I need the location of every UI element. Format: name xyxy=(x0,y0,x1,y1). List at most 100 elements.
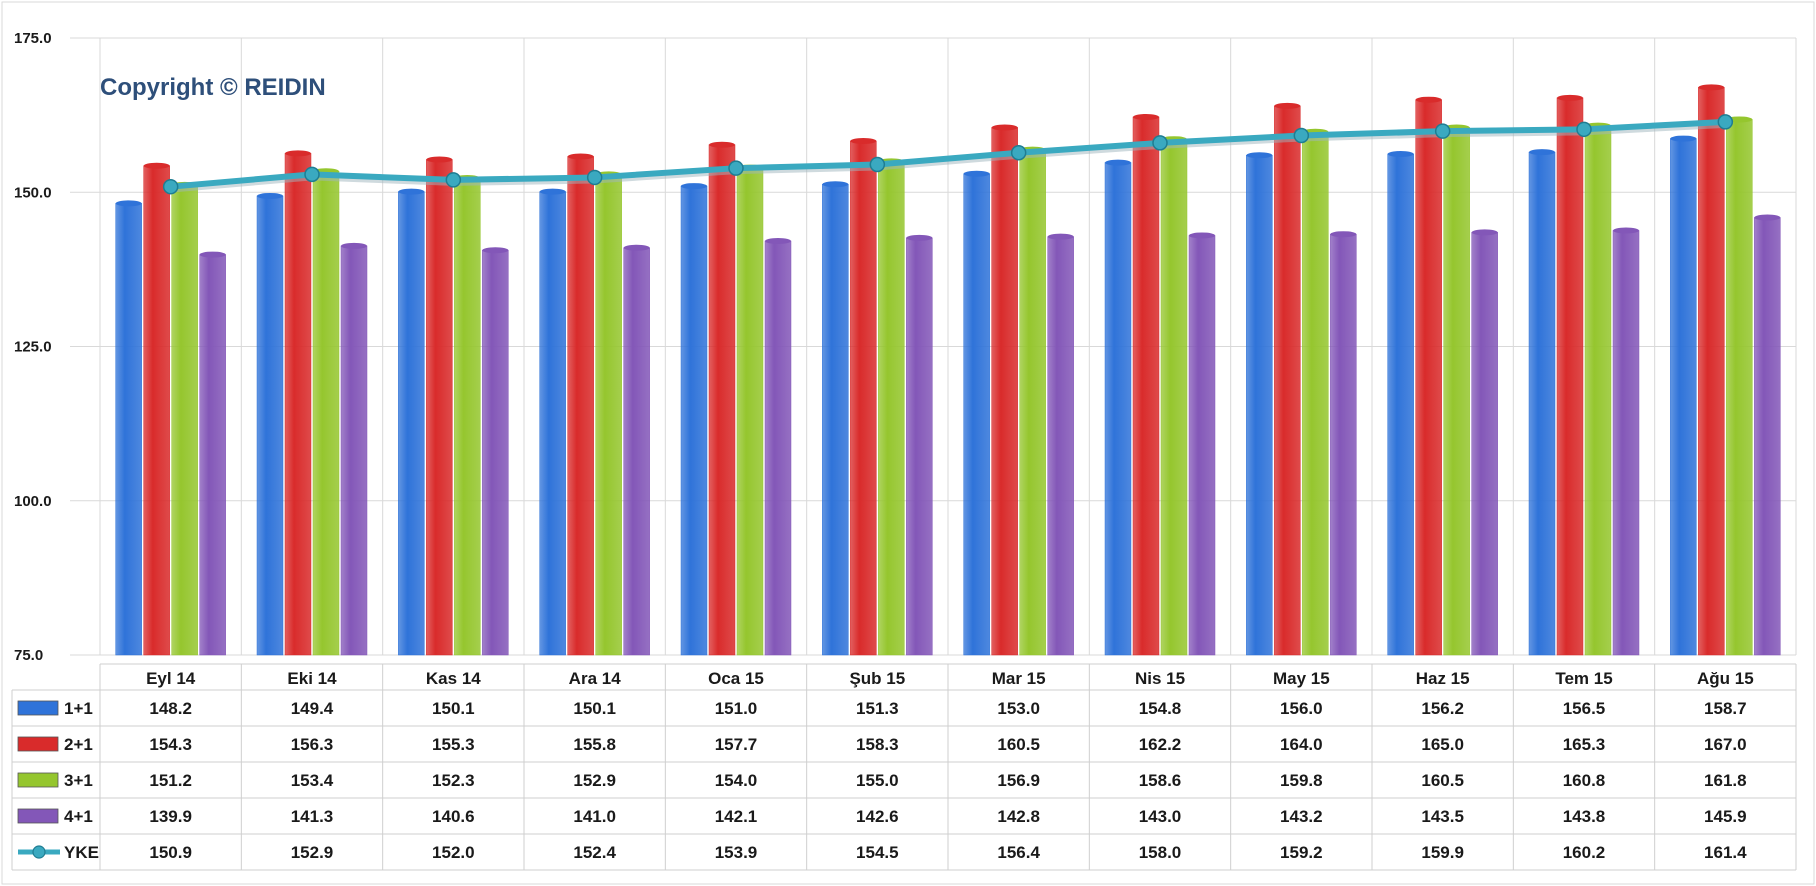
data-label: 165.0 xyxy=(1421,735,1464,754)
data-label: 159.9 xyxy=(1421,843,1464,862)
bar-4+1-Kas 14 xyxy=(482,249,509,656)
x-category-label: May 15 xyxy=(1273,669,1330,688)
bar-top xyxy=(257,192,283,199)
data-label: 141.3 xyxy=(291,807,334,826)
x-category-label: Kas 14 xyxy=(426,669,481,688)
bar-top xyxy=(1274,102,1301,109)
bar-3+1-Kas 14 xyxy=(454,177,481,656)
bar-2+1-Şub 15 xyxy=(850,140,877,656)
bar-top xyxy=(1557,94,1583,101)
legend-key-1+1 xyxy=(17,700,59,716)
bar-top xyxy=(398,188,425,195)
bar-top xyxy=(822,181,849,188)
point-YKE-Şub 15 xyxy=(869,156,886,173)
data-label: 161.4 xyxy=(1704,843,1747,862)
bar-top xyxy=(341,242,367,249)
data-label: 152.9 xyxy=(573,771,616,790)
y-tick-label: 175.0 xyxy=(14,30,52,47)
bar-4+1-Ara 14 xyxy=(623,247,650,656)
point-YKE-Ağu 15 xyxy=(1717,114,1734,130)
point-YKE-Haz 15 xyxy=(1434,123,1451,139)
data-label: 142.1 xyxy=(715,807,758,826)
bar-3+1-Oca 15 xyxy=(736,167,764,656)
data-label: 161.8 xyxy=(1704,771,1747,790)
point-YKE-Kas 14 xyxy=(445,172,462,188)
bar-2+1-Eki 14 xyxy=(284,153,312,656)
y-tick-label: 150.0 xyxy=(14,184,52,201)
legend-label-1+1: 1+1 xyxy=(64,699,93,718)
bar-top xyxy=(115,200,142,207)
bar-top xyxy=(143,162,170,169)
data-label: 151.3 xyxy=(856,699,899,718)
y-tick-label: 100.0 xyxy=(14,493,52,510)
data-label: 156.5 xyxy=(1563,699,1606,718)
data-label: 158.3 xyxy=(856,735,899,754)
x-category-label: Nis 15 xyxy=(1135,669,1185,688)
data-label: 150.1 xyxy=(432,699,475,718)
bar-4+1-Eki 14 xyxy=(340,245,368,656)
data-label: 143.5 xyxy=(1421,807,1464,826)
bar-top xyxy=(1330,231,1357,238)
legend-key-2+1 xyxy=(17,736,59,752)
bar-top xyxy=(482,247,509,254)
bar-top xyxy=(1698,84,1725,91)
data-label: 160.2 xyxy=(1563,843,1606,862)
bar-2+1-Eyl 14 xyxy=(143,165,170,656)
bar-1+1-Ara 14 xyxy=(539,191,566,656)
bar-3+1-May 15 xyxy=(1302,131,1329,656)
data-label: 139.9 xyxy=(149,807,192,826)
bar-4+1-Tem 15 xyxy=(1612,230,1640,656)
point-YKE-May 15 xyxy=(1293,127,1310,144)
data-label: 152.4 xyxy=(573,843,616,862)
bar-top xyxy=(681,183,707,190)
bar-3+1-Mar 15 xyxy=(1019,149,1046,656)
bar-3+1-Haz 15 xyxy=(1443,127,1470,656)
data-label: 156.0 xyxy=(1280,699,1323,718)
bar-2+1-Mar 15 xyxy=(991,127,1018,656)
x-category-label: Oca 15 xyxy=(708,669,764,688)
x-category-label: Eki 14 xyxy=(287,669,337,688)
data-label: 151.0 xyxy=(715,699,758,718)
data-label: 158.6 xyxy=(1139,771,1182,790)
bar-1+1-Kas 14 xyxy=(398,191,425,656)
bar-top xyxy=(1529,149,1555,156)
bar-1+1-Eyl 14 xyxy=(115,203,142,656)
point-YKE-Eyl 14 xyxy=(162,178,179,195)
bar-3+1-Eyl 14 xyxy=(171,184,198,656)
bar-2+1-Haz 15 xyxy=(1415,99,1442,656)
legend-label-2+1: 2+1 xyxy=(64,735,93,754)
data-label: 142.8 xyxy=(997,807,1040,826)
bar-top xyxy=(1415,96,1442,103)
x-category-label: Haz 15 xyxy=(1416,669,1470,688)
data-label: 154.5 xyxy=(856,843,899,862)
point-YKE-Mar 15 xyxy=(1010,145,1027,161)
bar-4+1-Mar 15 xyxy=(1047,236,1074,656)
x-category-label: Mar 15 xyxy=(992,669,1046,688)
data-label: 149.4 xyxy=(291,699,334,718)
bar-3+1-Nis 15 xyxy=(1160,138,1188,656)
bar-3+1-Ağu 15 xyxy=(1726,119,1753,656)
bar-2+1-Ağu 15 xyxy=(1698,87,1725,656)
data-label: 154.0 xyxy=(715,771,758,790)
bar-4+1-Ağu 15 xyxy=(1754,217,1781,656)
bars xyxy=(115,84,1781,656)
bar-top xyxy=(709,141,735,148)
x-category-label: Eyl 14 xyxy=(146,669,196,688)
data-label: 143.0 xyxy=(1139,807,1182,826)
data-label: 160.8 xyxy=(1563,771,1606,790)
data-label: 153.4 xyxy=(291,771,334,790)
bar-top xyxy=(991,124,1018,131)
data-label: 156.4 xyxy=(997,843,1040,862)
data-label: 145.9 xyxy=(1704,807,1747,826)
point-YKE-Oca 15 xyxy=(728,160,744,176)
data-label: 148.2 xyxy=(149,699,192,718)
data-label: 143.8 xyxy=(1563,807,1606,826)
bar-top xyxy=(1387,150,1414,157)
bar-4+1-Haz 15 xyxy=(1471,232,1498,656)
bar-top xyxy=(1189,232,1215,239)
data-label: 156.2 xyxy=(1421,699,1464,718)
data-label: 140.6 xyxy=(432,807,475,826)
point-YKE-Ara 14 xyxy=(586,169,603,186)
data-label: 155.3 xyxy=(432,735,475,754)
